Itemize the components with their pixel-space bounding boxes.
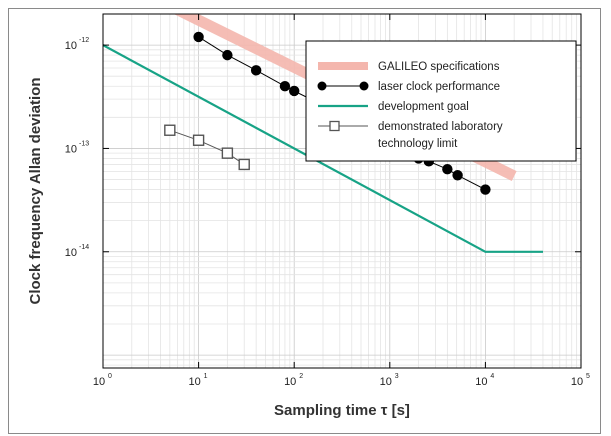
x-tick-label: 10 [93, 376, 105, 388]
legend-label: technology limit [378, 138, 458, 150]
x-tick-exponent: 4 [490, 373, 494, 380]
legend-label: development goal [378, 101, 469, 113]
y-tick-exponent: -12 [79, 37, 89, 44]
laser-clock-point [480, 184, 491, 195]
grid [102, 13, 581, 368]
laser-clock-point [289, 85, 300, 97]
series-lab-limit-line [169, 129, 245, 165]
lab-limit-point [221, 147, 234, 159]
series-development-goal-line [103, 44, 543, 253]
x-tick-label: 10 [571, 376, 583, 388]
lab-limit-point [238, 158, 250, 171]
laser-clock-point [193, 31, 204, 43]
laser-clock-point [279, 81, 291, 92]
y-tick-label: 10 [65, 40, 77, 52]
x-tick-exponent: 1 [204, 373, 208, 380]
laser-clock-point [222, 49, 233, 61]
legend-swatch-lab-limit-marker [329, 120, 340, 132]
legend-swatch-laser-marker [359, 81, 369, 91]
x-tick-label: 10 [380, 376, 392, 388]
legend-box [305, 40, 577, 162]
x-tick-exponent: 0 [108, 373, 112, 380]
x-tick-exponent: 5 [586, 373, 590, 380]
lab-limit-point [192, 134, 205, 146]
y-tick-label: 10 [65, 247, 77, 259]
legend-label: laser clock performance [378, 81, 500, 93]
x-axis-title: Sampling time τ [s] [274, 402, 410, 419]
y-tick-exponent: -14 [79, 244, 89, 251]
x-tick-exponent: 2 [299, 373, 303, 380]
legend: GALILEO specifications laser clock perfor… [305, 40, 577, 162]
x-tick-label: 10 [475, 376, 487, 388]
legend-label: GALILEO specifications [378, 61, 500, 73]
plot-border [102, 13, 582, 369]
laser-clock-point [250, 65, 262, 76]
x-tick-label: 10 [284, 376, 296, 388]
laser-clock-point [442, 163, 453, 175]
x-tick-label: 10 [188, 376, 200, 388]
y-axis-title: Clock frequency Allan deviation [27, 78, 44, 305]
legend-label: demonstrated laboratory [378, 121, 503, 133]
x-tick-exponent: 3 [395, 373, 399, 380]
lab-limit-point [164, 124, 176, 136]
y-tick-exponent: -13 [79, 140, 89, 147]
laser-clock-point [452, 170, 463, 181]
y-tick-label: 10 [65, 143, 77, 155]
legend-swatch-laser-marker [317, 81, 327, 91]
